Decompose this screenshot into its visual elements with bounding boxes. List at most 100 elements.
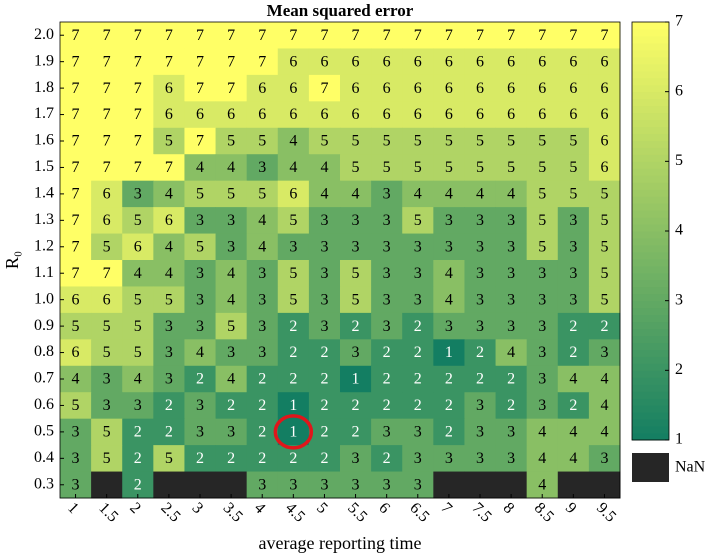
cell-label: 6 xyxy=(165,80,173,97)
cell xyxy=(277,339,310,367)
cell xyxy=(464,154,497,182)
cell-label: 7 xyxy=(103,159,111,176)
cell-label: 4 xyxy=(600,371,608,388)
colorbar-segment xyxy=(632,154,669,162)
cell-label: 3 xyxy=(445,212,453,229)
cell xyxy=(184,418,217,446)
cell-label: 5 xyxy=(507,133,515,150)
cell-label: 3 xyxy=(320,238,328,255)
cell-label: 2 xyxy=(134,424,142,441)
colorbar-segment xyxy=(632,342,669,350)
cell xyxy=(215,392,248,420)
cell xyxy=(60,312,92,340)
colorbar-segment xyxy=(632,91,669,100)
cell xyxy=(122,101,154,129)
colorbar-segment xyxy=(632,314,669,323)
cell xyxy=(153,260,185,287)
cell xyxy=(588,339,621,367)
cell-label: 5 xyxy=(383,133,391,150)
cell-label: 3 xyxy=(507,424,515,441)
cell xyxy=(371,48,403,76)
colorbar-segment xyxy=(632,419,669,427)
cell xyxy=(464,101,497,129)
x-tick-label: 1 xyxy=(64,499,82,517)
cell xyxy=(215,233,248,261)
cell xyxy=(495,22,528,49)
cell-label: 2 xyxy=(258,424,266,441)
cell-label: 4 xyxy=(289,133,297,150)
cell-label: 7 xyxy=(103,53,111,70)
cell xyxy=(122,154,154,182)
cell-label: 5 xyxy=(600,265,608,282)
cell xyxy=(91,127,123,155)
cell-label: 3 xyxy=(507,450,515,467)
cell xyxy=(184,22,217,49)
cell xyxy=(402,286,434,314)
cell-label: 6 xyxy=(383,53,391,70)
cell xyxy=(340,101,372,129)
cell xyxy=(215,312,248,340)
cell-label: 3 xyxy=(507,238,515,255)
colorbar-segment xyxy=(632,335,669,343)
cell-label: 3 xyxy=(383,238,391,255)
cell xyxy=(91,392,123,420)
cell-label: 7 xyxy=(72,186,80,203)
cell xyxy=(277,312,310,340)
cell xyxy=(402,74,434,102)
cell xyxy=(308,74,341,102)
cell xyxy=(122,127,154,155)
cell-label: 3 xyxy=(196,291,204,308)
cell xyxy=(588,180,621,208)
cell-label: 5 xyxy=(289,265,297,282)
x-tick-label: 3.5 xyxy=(220,499,246,525)
cell xyxy=(277,365,310,393)
cell xyxy=(153,207,185,235)
cell-label: 6 xyxy=(445,106,453,123)
cell-label: 3 xyxy=(414,450,422,467)
cell xyxy=(308,260,341,287)
colorbar-segment xyxy=(632,35,669,44)
cell xyxy=(122,445,154,473)
cell-label: 7 xyxy=(196,133,204,150)
cell xyxy=(246,74,279,102)
cell-label: 5 xyxy=(134,318,142,335)
cell-label: 7 xyxy=(165,53,173,70)
cell xyxy=(557,445,590,473)
cell-label: 5 xyxy=(383,159,391,176)
cell xyxy=(557,207,590,235)
cell-label: 3 xyxy=(103,371,111,388)
colorbar-segment xyxy=(632,356,669,364)
cell xyxy=(464,260,497,287)
cell-label: 2 xyxy=(414,397,422,414)
cell xyxy=(60,74,92,102)
cell xyxy=(464,339,497,367)
cell-label: 6 xyxy=(507,106,515,123)
cell-label: 7 xyxy=(227,53,235,70)
cell xyxy=(557,74,590,102)
cell-label: 3 xyxy=(258,344,266,361)
colorbar-segment xyxy=(632,231,669,239)
cell-label: 7 xyxy=(383,27,391,44)
cell xyxy=(246,445,279,473)
cell-label: 4 xyxy=(600,397,608,414)
cell-label: 2 xyxy=(289,318,297,335)
cell xyxy=(153,365,185,393)
cell xyxy=(246,286,279,314)
cell-label: 5 xyxy=(600,212,608,229)
cell-label: 6 xyxy=(476,53,484,70)
cell xyxy=(246,260,279,287)
x-tick-label: 6 xyxy=(375,499,393,517)
cell xyxy=(308,180,341,208)
cell xyxy=(215,101,248,129)
cell-label: 5 xyxy=(538,133,546,150)
cell xyxy=(308,418,341,446)
cell-label: 6 xyxy=(600,106,608,123)
x-tick-label: 5 xyxy=(313,499,331,517)
cell-label: 7 xyxy=(258,27,266,44)
y-tick-label: 0.8 xyxy=(34,343,54,360)
cell-label: 2 xyxy=(320,371,328,388)
cell xyxy=(308,445,341,473)
cell-label: 5 xyxy=(258,133,266,150)
cell xyxy=(495,74,528,102)
x-tick-label: 1.5 xyxy=(95,499,121,525)
